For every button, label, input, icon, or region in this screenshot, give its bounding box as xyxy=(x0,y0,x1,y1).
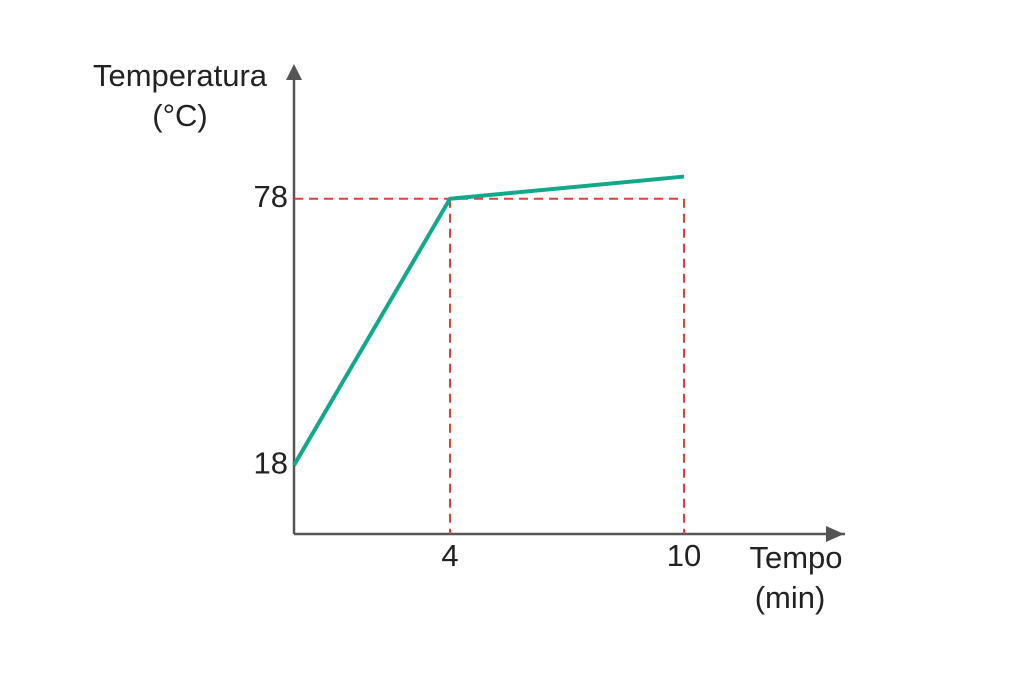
x-tick-label: 10 xyxy=(667,538,701,573)
y-arrow xyxy=(286,64,302,80)
y-label: (°C) xyxy=(152,98,207,133)
y-tick-label: 18 xyxy=(254,445,288,480)
x-tick-label: 4 xyxy=(441,538,458,573)
y-tick-label: 78 xyxy=(254,179,288,214)
x-arrow xyxy=(826,526,844,542)
y-label: Temperatura xyxy=(93,58,268,93)
data-line xyxy=(292,174,685,467)
x-label: (min) xyxy=(755,580,826,615)
x-label: Tempo xyxy=(749,540,842,575)
